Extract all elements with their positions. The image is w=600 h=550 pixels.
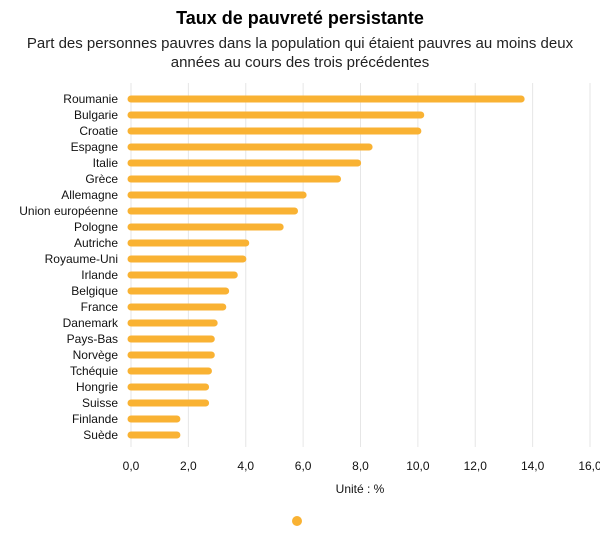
x-tick-label: 0,0 — [123, 459, 140, 473]
legend-marker — [292, 516, 302, 526]
category-label: France — [81, 300, 119, 314]
category-label: Grèce — [85, 172, 118, 186]
category-label: Danemark — [63, 316, 119, 330]
category-label: Royaume-Uni — [45, 252, 118, 266]
category-label: Roumanie — [63, 92, 118, 106]
category-label: Hongrie — [76, 380, 118, 394]
x-tick-label: 2,0 — [180, 459, 197, 473]
category-label: Allemagne — [61, 188, 118, 202]
category-label: Espagne — [71, 140, 119, 154]
category-label: Belgique — [71, 284, 118, 298]
x-tick-label: 8,0 — [352, 459, 369, 473]
gridlines — [130, 83, 591, 447]
category-label: Irlande — [81, 268, 118, 282]
category-label: Pays-Bas — [67, 332, 118, 346]
x-tick-label: 12,0 — [464, 459, 488, 473]
x-axis-title: Unité : % — [336, 482, 385, 496]
category-label: Pologne — [74, 220, 118, 234]
x-tick-label: 10,0 — [406, 459, 430, 473]
x-tick-label: 14,0 — [521, 459, 545, 473]
bars — [127, 95, 525, 439]
category-labels: Roumanie Bulgarie Croatie Espagne Italie Grèc… — [19, 92, 119, 442]
x-tick-label: 4,0 — [237, 459, 254, 473]
category-label: Finlande — [72, 412, 118, 426]
category-label: Autriche — [74, 236, 118, 250]
x-tick-label: 16,0 — [578, 459, 600, 473]
chart-title: Taux de pauvreté persistante — [176, 8, 424, 28]
category-label: Norvège — [73, 348, 119, 362]
category-label: Italie — [93, 156, 119, 170]
category-label: Union européenne — [19, 204, 118, 218]
category-label: Croatie — [79, 124, 118, 138]
chart-subtitle: Part des personnes pauvres dans la popul… — [26, 35, 574, 71]
x-tick-label: 6,0 — [295, 459, 312, 473]
x-tick-labels: 0,0 2,0 4,0 6,0 8,0 10,0 12,0 14,0 16,0 — [123, 459, 600, 473]
category-label: Tchéquie — [70, 364, 118, 378]
category-label: Bulgarie — [74, 108, 118, 122]
category-label: Suisse — [82, 396, 118, 410]
category-label: Suède — [83, 428, 118, 442]
